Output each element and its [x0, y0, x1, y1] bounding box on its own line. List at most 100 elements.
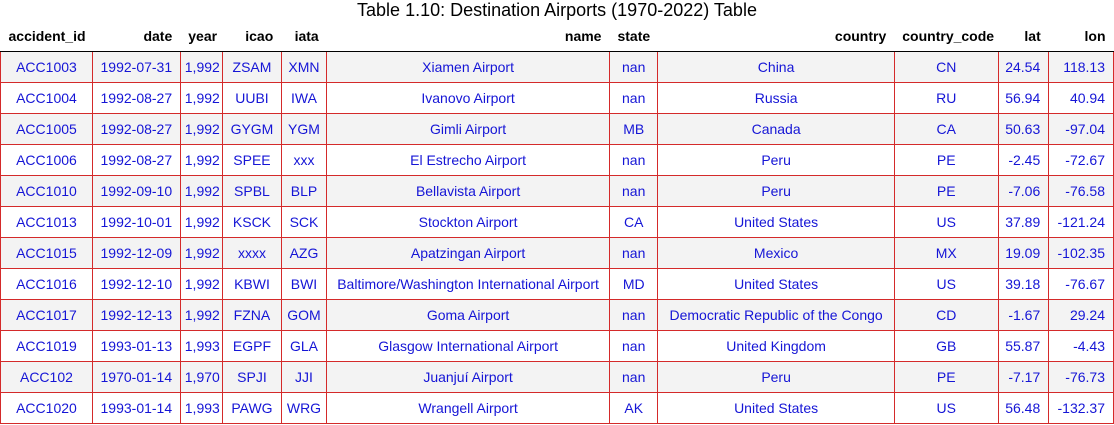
- cell-date: 1970-01-14: [91, 361, 181, 393]
- cell-iata: BLP: [280, 175, 328, 207]
- cell-year: 1,992: [179, 237, 224, 269]
- cell-accident-id: ACC1006: [0, 144, 93, 176]
- table-row: ACC1016 1992-12-10 1,992 KBWI BWI Baltimore/W…: [0, 268, 1114, 300]
- cell-date: 1993-01-13: [91, 330, 181, 362]
- cell-lon: 118.13: [1048, 51, 1114, 83]
- cell-icao: ZSAM: [222, 51, 282, 83]
- cell-country: China: [657, 51, 895, 83]
- table-header-row: accident_id date year icao iata name sta…: [0, 20, 1114, 52]
- table-row: ACC1003 1992-07-31 1,992 ZSAM XMN Xiamen Airp…: [0, 51, 1114, 83]
- cell-icao: SPEE: [222, 144, 282, 176]
- table-row: ACC1005 1992-08-27 1,992 GYGM YGM Gimli Airpo…: [0, 113, 1114, 145]
- column-header-icao: icao: [222, 20, 282, 52]
- cell-lon: -121.24: [1048, 206, 1114, 238]
- cell-year: 1,992: [179, 113, 224, 145]
- cell-name: Baltimore/Washington International Airpo…: [326, 268, 610, 300]
- cell-country-code: CN: [893, 51, 999, 83]
- table-row: ACC1010 1992-09-10 1,992 SPBL BLP Bellavista …: [0, 175, 1114, 207]
- cell-accident-id: ACC1013: [0, 206, 93, 238]
- cell-state: nan: [608, 144, 659, 176]
- cell-date: 1992-08-27: [91, 144, 181, 176]
- cell-accident-id: ACC1016: [0, 268, 93, 300]
- cell-date: 1992-09-10: [91, 175, 181, 207]
- cell-iata: WRG: [280, 392, 328, 424]
- cell-lon: -132.37: [1048, 392, 1114, 424]
- cell-state: nan: [608, 175, 659, 207]
- cell-lat: 55.87: [997, 330, 1050, 362]
- table-caption: Table 1.10: Destination Airports (1970-2…: [357, 0, 757, 20]
- column-header-name: name: [326, 20, 610, 52]
- cell-name: Glasgow International Airport: [326, 330, 610, 362]
- cell-iata: BWI: [280, 268, 328, 300]
- cell-country-code: PE: [893, 175, 999, 207]
- cell-name: Stockton Airport: [326, 206, 610, 238]
- table-row: ACC1004 1992-08-27 1,992 UUBI IWA Ivanovo Air…: [0, 82, 1114, 114]
- cell-name: Gimli Airport: [326, 113, 610, 145]
- cell-name: Ivanovo Airport: [326, 82, 610, 114]
- table-row: ACC1006 1992-08-27 1,992 SPEE xxx El Estrecho…: [0, 144, 1114, 176]
- cell-country: Canada: [657, 113, 895, 145]
- cell-lon: -4.43: [1048, 330, 1114, 362]
- cell-year: 1,992: [179, 206, 224, 238]
- cell-name: Apatzingan Airport: [326, 237, 610, 269]
- cell-state: MB: [608, 113, 659, 145]
- column-header-date: date: [92, 20, 181, 52]
- cell-country: United Kingdom: [657, 330, 895, 362]
- cell-icao: KBWI: [222, 268, 282, 300]
- cell-iata: xxx: [280, 144, 328, 176]
- cell-iata: GLA: [280, 330, 328, 362]
- cell-lat: -7.06: [997, 175, 1050, 207]
- cell-year: 1,993: [179, 392, 224, 424]
- column-header-year: year: [180, 20, 223, 52]
- cell-year: 1,992: [179, 82, 224, 114]
- cell-lon: -72.67: [1048, 144, 1114, 176]
- cell-name: Goma Airport: [326, 299, 610, 331]
- cell-accident-id: ACC1020: [0, 392, 93, 424]
- cell-icao: SPJI: [222, 361, 282, 393]
- cell-country-code: US: [893, 268, 999, 300]
- table-row: ACC1020 1993-01-14 1,993 PAWG WRG Wrangell Ai…: [0, 392, 1114, 424]
- cell-accident-id: ACC102: [0, 361, 93, 393]
- cell-lon: -76.73: [1048, 361, 1114, 393]
- cell-country-code: CA: [893, 113, 999, 145]
- cell-country: United States: [657, 268, 895, 300]
- cell-lat: 19.09: [997, 237, 1050, 269]
- cell-icao: GYGM: [222, 113, 282, 145]
- cell-country: Peru: [657, 175, 895, 207]
- cell-icao: FZNA: [222, 299, 282, 331]
- cell-accident-id: ACC1010: [0, 175, 93, 207]
- table-row: ACC1019 1993-01-13 1,993 EGPF GLA Glasgow Int…: [0, 330, 1114, 362]
- airports-table: accident_id date year icao iata name sta…: [0, 20, 1114, 424]
- cell-name: Bellavista Airport: [326, 175, 610, 207]
- cell-lat: 39.18: [997, 268, 1050, 300]
- column-header-country: country: [657, 20, 895, 52]
- cell-lat: 56.48: [997, 392, 1050, 424]
- cell-country: United States: [657, 392, 895, 424]
- cell-date: 1992-12-10: [91, 268, 181, 300]
- cell-state: MD: [608, 268, 659, 300]
- cell-date: 1992-10-01: [91, 206, 181, 238]
- cell-country: Peru: [657, 361, 895, 393]
- cell-country-code: PE: [893, 144, 999, 176]
- cell-lat: 24.54: [997, 51, 1050, 83]
- cell-country-code: US: [893, 206, 999, 238]
- cell-iata: GOM: [280, 299, 328, 331]
- cell-country-code: US: [893, 392, 999, 424]
- cell-name: Juanjuí Airport: [326, 361, 610, 393]
- cell-lon: -102.35: [1048, 237, 1114, 269]
- cell-lat: -2.45: [997, 144, 1050, 176]
- column-header-iata: iata: [281, 20, 327, 52]
- cell-name: Wrangell Airport: [326, 392, 610, 424]
- table-row: ACC1013 1992-10-01 1,992 KSCK SCK Stockton Ai…: [0, 206, 1114, 238]
- cell-icao: KSCK: [222, 206, 282, 238]
- cell-lat: 50.63: [997, 113, 1050, 145]
- cell-iata: JJI: [280, 361, 328, 393]
- cell-country: United States: [657, 206, 895, 238]
- cell-state: nan: [608, 51, 659, 83]
- cell-country: Peru: [657, 144, 895, 176]
- cell-name: El Estrecho Airport: [326, 144, 610, 176]
- cell-date: 1992-08-27: [91, 82, 181, 114]
- cell-lat: -7.17: [997, 361, 1050, 393]
- cell-lat: 56.94: [997, 82, 1050, 114]
- cell-accident-id: ACC1015: [0, 237, 93, 269]
